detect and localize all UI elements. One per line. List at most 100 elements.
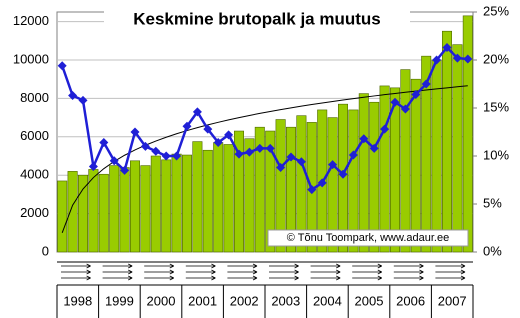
plot-area [56, 11, 474, 253]
axis-arrow [227, 275, 258, 281]
x-group-label: 2005 [355, 293, 384, 308]
bar [119, 167, 130, 253]
bar [161, 159, 172, 253]
marker [276, 163, 286, 173]
bar [202, 149, 213, 253]
y2-tick-label: 10% [483, 147, 509, 162]
axis-arrow [185, 263, 216, 269]
y-tick-label: 4000 [20, 167, 49, 182]
axis-arrow [352, 269, 382, 275]
axis-arrow [269, 275, 299, 281]
axis-arrow [393, 275, 424, 281]
bar [182, 154, 193, 253]
bar [275, 119, 286, 253]
bar [400, 69, 411, 253]
axis-arrow [393, 263, 424, 269]
line [61, 45, 468, 192]
marker [286, 152, 296, 162]
marker [411, 90, 421, 100]
marker [192, 107, 202, 117]
marker [109, 156, 119, 166]
marker [203, 124, 213, 134]
marker [255, 143, 265, 153]
marker [161, 151, 171, 161]
axis-arrow [310, 275, 341, 281]
bar [410, 78, 421, 253]
y-tick-label: 0 [42, 243, 49, 258]
marker [213, 138, 223, 148]
bar [265, 130, 276, 253]
bar [348, 109, 359, 253]
y2-tick-label: 5% [483, 195, 502, 210]
marker [130, 127, 140, 137]
x-group-label: 2004 [313, 293, 342, 308]
y-tick-label: 12000 [13, 13, 49, 28]
axis-arrow [269, 269, 299, 275]
axis-arrow [144, 269, 174, 275]
axis-arrow [102, 263, 133, 269]
marker [172, 151, 182, 161]
bar [421, 55, 432, 253]
x-group-label: 1998 [63, 293, 92, 308]
bar [234, 130, 245, 253]
marker [338, 169, 348, 179]
axis-arrow [269, 263, 299, 269]
y-tick-label: 6000 [20, 128, 49, 143]
x-group-label: 1999 [105, 293, 134, 308]
bar [441, 30, 452, 253]
y2-tick-label: 20% [483, 51, 509, 66]
marker [359, 134, 369, 144]
title-bg [104, 8, 410, 32]
x-group-label: 2002 [230, 293, 259, 308]
bar [109, 165, 120, 253]
marker [296, 157, 306, 167]
axis-arrow [61, 269, 91, 275]
bar [192, 141, 203, 253]
axis-arrow [393, 269, 424, 275]
x-group-label: 2000 [147, 293, 176, 308]
axis-arrow [102, 275, 133, 281]
bar [213, 142, 224, 253]
marker [390, 97, 400, 107]
axis-arrow [310, 263, 341, 269]
marker [78, 95, 88, 105]
axis-arrow [185, 275, 216, 281]
marker [452, 53, 462, 63]
marker [244, 147, 254, 157]
axis-arrow [144, 275, 174, 281]
axis-arrow [227, 269, 258, 275]
bar [78, 174, 89, 253]
bar [358, 93, 369, 253]
bar [379, 85, 390, 253]
axis-arrow [352, 263, 382, 269]
axis-arrow [61, 275, 91, 281]
bar [296, 115, 307, 253]
x-group-label: 2001 [188, 293, 217, 308]
marker [432, 55, 442, 65]
marker [400, 104, 410, 114]
marker [265, 143, 275, 153]
marker [317, 178, 327, 188]
bar [67, 171, 78, 253]
marker [463, 54, 473, 64]
y-tick-label: 8000 [20, 90, 49, 105]
bar [452, 44, 463, 253]
bar [140, 165, 151, 253]
axis-arrow [435, 275, 466, 281]
marker [380, 124, 390, 134]
y2-tick-label: 0% [483, 243, 502, 258]
bar [369, 101, 380, 253]
marker [224, 130, 234, 140]
annotation: © Tõnu Toompark, www.adaur.ee [287, 232, 449, 244]
bar [57, 180, 68, 253]
marker [151, 146, 161, 156]
bar [285, 126, 296, 253]
axis-arrow [61, 263, 91, 269]
marker [88, 162, 98, 172]
bar [150, 155, 161, 253]
x-group-label: 2007 [438, 293, 467, 308]
bar [254, 126, 265, 253]
bar [389, 87, 400, 253]
axis-arrow [185, 269, 216, 275]
